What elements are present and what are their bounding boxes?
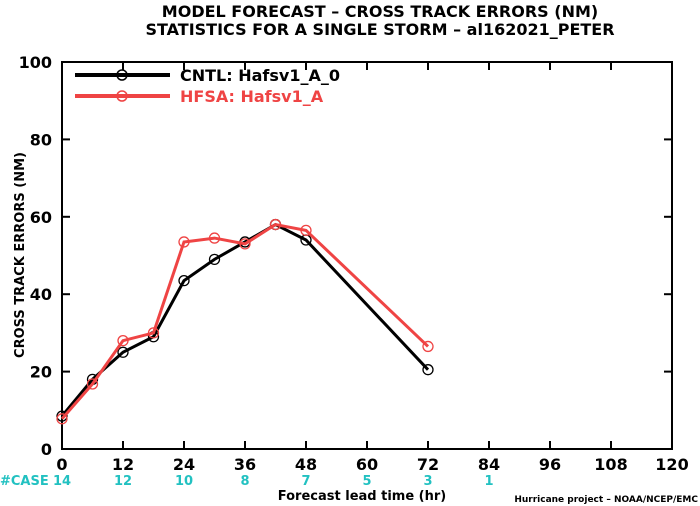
series-line-0: [60, 222, 430, 418]
case-count: 8: [240, 474, 249, 489]
x-tick-label: 12: [112, 455, 134, 474]
series-1-point: [147, 327, 160, 339]
series-1-point: [117, 334, 129, 347]
series-1-point: [56, 413, 68, 425]
case-count: 3: [423, 474, 432, 489]
series-0-point: [422, 364, 434, 376]
x-tick-label: 0: [56, 455, 67, 474]
series-group: [56, 218, 434, 425]
series-1-point: [269, 218, 282, 231]
series-0-point: [208, 253, 221, 266]
x-tick-label: 72: [417, 455, 439, 474]
case-counts: 14 12 10 8 7 5 3 1: [53, 474, 494, 489]
case-count: 7: [301, 474, 310, 489]
series-0-point: [117, 346, 129, 358]
x-tick-label: 84: [478, 455, 500, 474]
series-0-point: [178, 275, 190, 287]
y-tick-label: 20: [30, 363, 52, 382]
chart-title-line1: MODEL FORECAST – CROSS TRACK ERRORS (NM): [162, 2, 598, 21]
y-tick-label: 60: [30, 208, 52, 227]
y-tick-label: 40: [30, 285, 52, 304]
series-line-1: [60, 222, 430, 420]
series-1-point: [422, 340, 434, 353]
case-count: 1: [484, 474, 493, 489]
series-1-point: [178, 236, 190, 248]
series-1-point: [208, 232, 221, 244]
case-label: #CASE: [0, 474, 49, 489]
case-count: 5: [362, 474, 371, 489]
legend-hfsa-marker: [116, 90, 128, 102]
x-axis-label: Forecast lead time (hr): [278, 489, 446, 504]
series-1-point: [239, 238, 251, 250]
case-count: 10: [175, 474, 193, 489]
x-tick-label: 60: [356, 455, 378, 474]
y-tick-label: 0: [41, 440, 52, 459]
plot-frame: [61, 61, 673, 450]
case-count: 14: [53, 474, 71, 489]
case-count: 12: [114, 474, 132, 489]
x-tick-label: 120: [655, 455, 688, 474]
chart-title-line2: STATISTICS FOR A SINGLE STORM – al162021…: [145, 20, 614, 39]
y-tick-label: 80: [30, 130, 52, 149]
series-1-point: [86, 378, 99, 390]
legend-cntl-label: CNTL: Hafsv1_A_0: [180, 66, 340, 85]
x-tick-label: 24: [173, 455, 195, 474]
x-tick-label: 96: [539, 455, 561, 474]
series-1-point: [300, 224, 312, 236]
y-tick-label: 100: [19, 53, 52, 72]
axis-ticks: 0 12 24 36 48 60 72 84 96 108 120 0 20 40 60 80 100: [19, 53, 689, 474]
y-axis-label: CROSS TRACK ERRORS (NM): [13, 152, 28, 358]
legend: CNTL: Hafsv1_A_0 HFSA: Hafsv1_A: [75, 66, 340, 106]
x-tick-label: 36: [234, 455, 256, 474]
x-tick-label: 48: [295, 455, 317, 474]
x-tick-label: 108: [594, 455, 627, 474]
legend-cntl-marker: [116, 69, 128, 81]
series-0-point: [56, 410, 68, 422]
legend-hfsa-label: HFSA: Hafsv1_A: [180, 87, 324, 106]
credit-text: Hurricane project – NOAA/NCEP/EMC: [514, 495, 698, 505]
